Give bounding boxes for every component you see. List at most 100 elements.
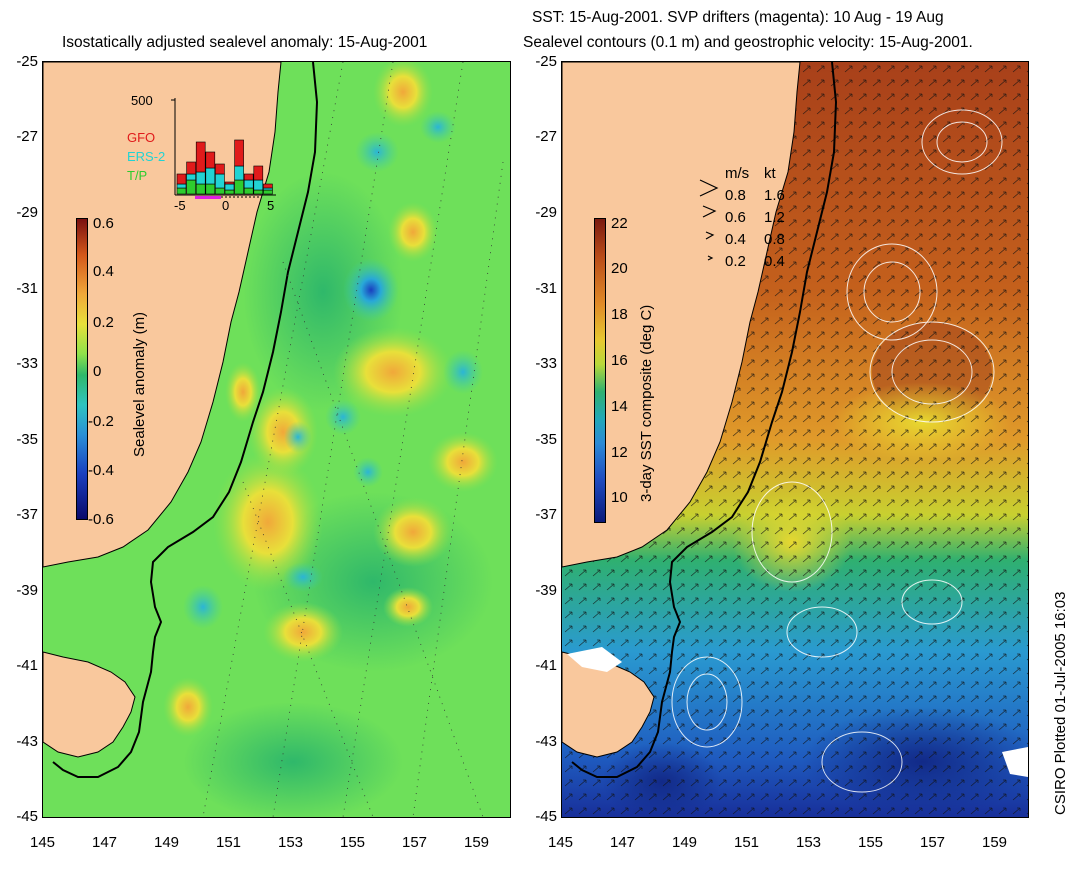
- anomaly-high-eddy: [248, 387, 318, 477]
- inset-bar-segment: [263, 189, 273, 195]
- right-title-line2: Sealevel contours (0.1 m) and geostrophi…: [523, 34, 973, 51]
- left-cbar-tick: 0: [93, 363, 102, 380]
- cloud-gap: [1002, 747, 1028, 777]
- inset-bar-segment: [205, 167, 216, 185]
- right-lon-tick: 147: [610, 834, 636, 851]
- velocity-legend-kt: 1.6: [764, 187, 785, 204]
- left-lon-tick: 157: [402, 834, 428, 851]
- anomaly-high-eddy: [333, 327, 453, 417]
- inset-bar-segment: [263, 183, 273, 189]
- inset-histogram: 500 GFO ERS-2 T/P -5 0 5: [111, 90, 291, 213]
- right-lat-tick: -37: [535, 506, 557, 523]
- left-lat-tick: -45: [16, 808, 38, 825]
- inset-bar-segment: [253, 165, 264, 181]
- right-lat-tick: -45: [535, 808, 557, 825]
- inset-bar-segment: [176, 173, 187, 185]
- anomaly-low-eddy: [283, 562, 323, 592]
- velocity-legend-ms: 0.8: [725, 187, 746, 204]
- shelf-break-contour: [571, 62, 838, 778]
- anomaly-low-eddy: [343, 258, 399, 322]
- left-colorbar: [76, 218, 88, 520]
- right-lon-tick: 149: [672, 834, 698, 851]
- right-lat-tick: -41: [535, 657, 557, 674]
- left-lon-tick: 153: [278, 834, 304, 851]
- anomaly-low-eddy: [183, 585, 223, 629]
- left-lat-tick: -29: [16, 204, 38, 221]
- inset-xtick-0: 0: [222, 198, 230, 213]
- right-map-panel: m/s kt 0.8 1.6 0.6 1.2 0.4 0.8 0.2 0.4 2…: [561, 61, 1029, 818]
- left-lon-tick: 151: [216, 834, 242, 851]
- left-cbar-tick: -0.4: [88, 462, 114, 479]
- left-lat-tick: -35: [16, 431, 38, 448]
- inset-xtick-5: 5: [267, 198, 275, 213]
- anomaly-high-eddy: [373, 62, 433, 127]
- right-lat-tick: -43: [535, 733, 557, 750]
- right-cbar-tick: 20: [611, 260, 628, 277]
- right-cbar-tick: 16: [611, 352, 628, 369]
- right-title-line1: SST: 15-Aug-2001. SVP drifters (magenta)…: [532, 9, 944, 26]
- velocity-legend-kt: 1.2: [764, 209, 785, 226]
- inset-bars: [171, 98, 276, 199]
- anomaly-high-eddy: [428, 432, 498, 492]
- left-cbar-tick: 0.4: [93, 263, 114, 280]
- inset-bar-segment: [186, 179, 196, 195]
- inset-bar-segment: [186, 161, 196, 175]
- right-lon-tick: 159: [982, 834, 1008, 851]
- anomaly-low-eddy: [443, 350, 483, 394]
- right-cbar-tick: 18: [611, 306, 628, 323]
- left-lon-tick: 149: [154, 834, 180, 851]
- tasmania: [43, 651, 136, 758]
- velocity-legend-ms: 0.2: [725, 253, 746, 270]
- left-cbar-tick: 0.2: [93, 314, 114, 331]
- velocity-legend-kt: 0.8: [764, 231, 785, 248]
- right-lat-tick: -33: [535, 355, 557, 372]
- right-colorbar: [594, 218, 606, 523]
- velocity-legend-arrows: [699, 179, 719, 261]
- inset-bar-segment: [234, 139, 244, 167]
- inset-bar-segment: [224, 183, 235, 191]
- inset-bar-segment: [195, 183, 206, 195]
- velocity-legend-header-ms: m/s: [725, 165, 750, 182]
- right-cbar-tick: 10: [611, 489, 628, 506]
- inset-bar-segment: [224, 181, 235, 185]
- left-lat-tick: -31: [16, 280, 38, 297]
- left-cbar-tick: 0.6: [93, 215, 114, 232]
- velocity-legend-ms: 0.4: [725, 231, 746, 248]
- right-cbar-tick: 14: [611, 398, 628, 415]
- inset-bar-segment: [205, 183, 216, 195]
- left-lat-tick: -41: [16, 657, 38, 674]
- right-cbar-tick: 22: [611, 215, 628, 232]
- inset-bar-segment: [195, 171, 206, 185]
- anomaly-high-eddy: [388, 202, 438, 262]
- velocity-legend-ms: 0.6: [725, 209, 746, 226]
- anomaly-high-eddy: [373, 497, 453, 567]
- inset-bar-segment: [224, 189, 235, 195]
- inset-legend-tp: T/P: [127, 168, 148, 183]
- anomaly-low-eddy: [353, 457, 383, 487]
- sealevel-contours: [671, 109, 1003, 793]
- right-lat-tick: -29: [535, 204, 557, 221]
- anomaly-low-eddy: [420, 111, 456, 143]
- right-lon-tick: 153: [796, 834, 822, 851]
- anomaly-high-eddy: [225, 362, 261, 422]
- left-map-panel: 500 GFO ERS-2 T/P -5 0 5 0.6 0.4 0.2 0 -…: [42, 61, 511, 818]
- inset-bar-segment: [234, 165, 244, 181]
- anomaly-low-eddy: [284, 421, 312, 453]
- inset-bar-segment: [263, 187, 273, 191]
- inset-bar-segment: [176, 183, 187, 189]
- inset-bar-segment: [215, 163, 225, 175]
- velocity-legend: m/s kt 0.8 1.6 0.6 1.2 0.4 0.8 0.2 0.4: [699, 162, 822, 272]
- left-colorbar-label: Sealevel anomaly (m): [131, 311, 148, 457]
- inset-legend-gfo: GFO: [127, 130, 156, 145]
- right-colorbar-label: 3-day SST composite (deg C): [638, 304, 655, 502]
- plot-credit: CSIRO Plotted 01-Jul-2005 16:03: [1052, 591, 1069, 815]
- right-lat-tick: -27: [535, 128, 557, 145]
- left-lat-tick: -27: [16, 128, 38, 145]
- mainland-australia: [562, 62, 801, 568]
- inset-ymax-label: 500: [131, 93, 153, 108]
- altimeter-tracks: [202, 62, 504, 817]
- left-cbar-tick: -0.2: [88, 413, 114, 430]
- right-cbar-tick: 12: [611, 444, 628, 461]
- left-lat-tick: -43: [16, 733, 38, 750]
